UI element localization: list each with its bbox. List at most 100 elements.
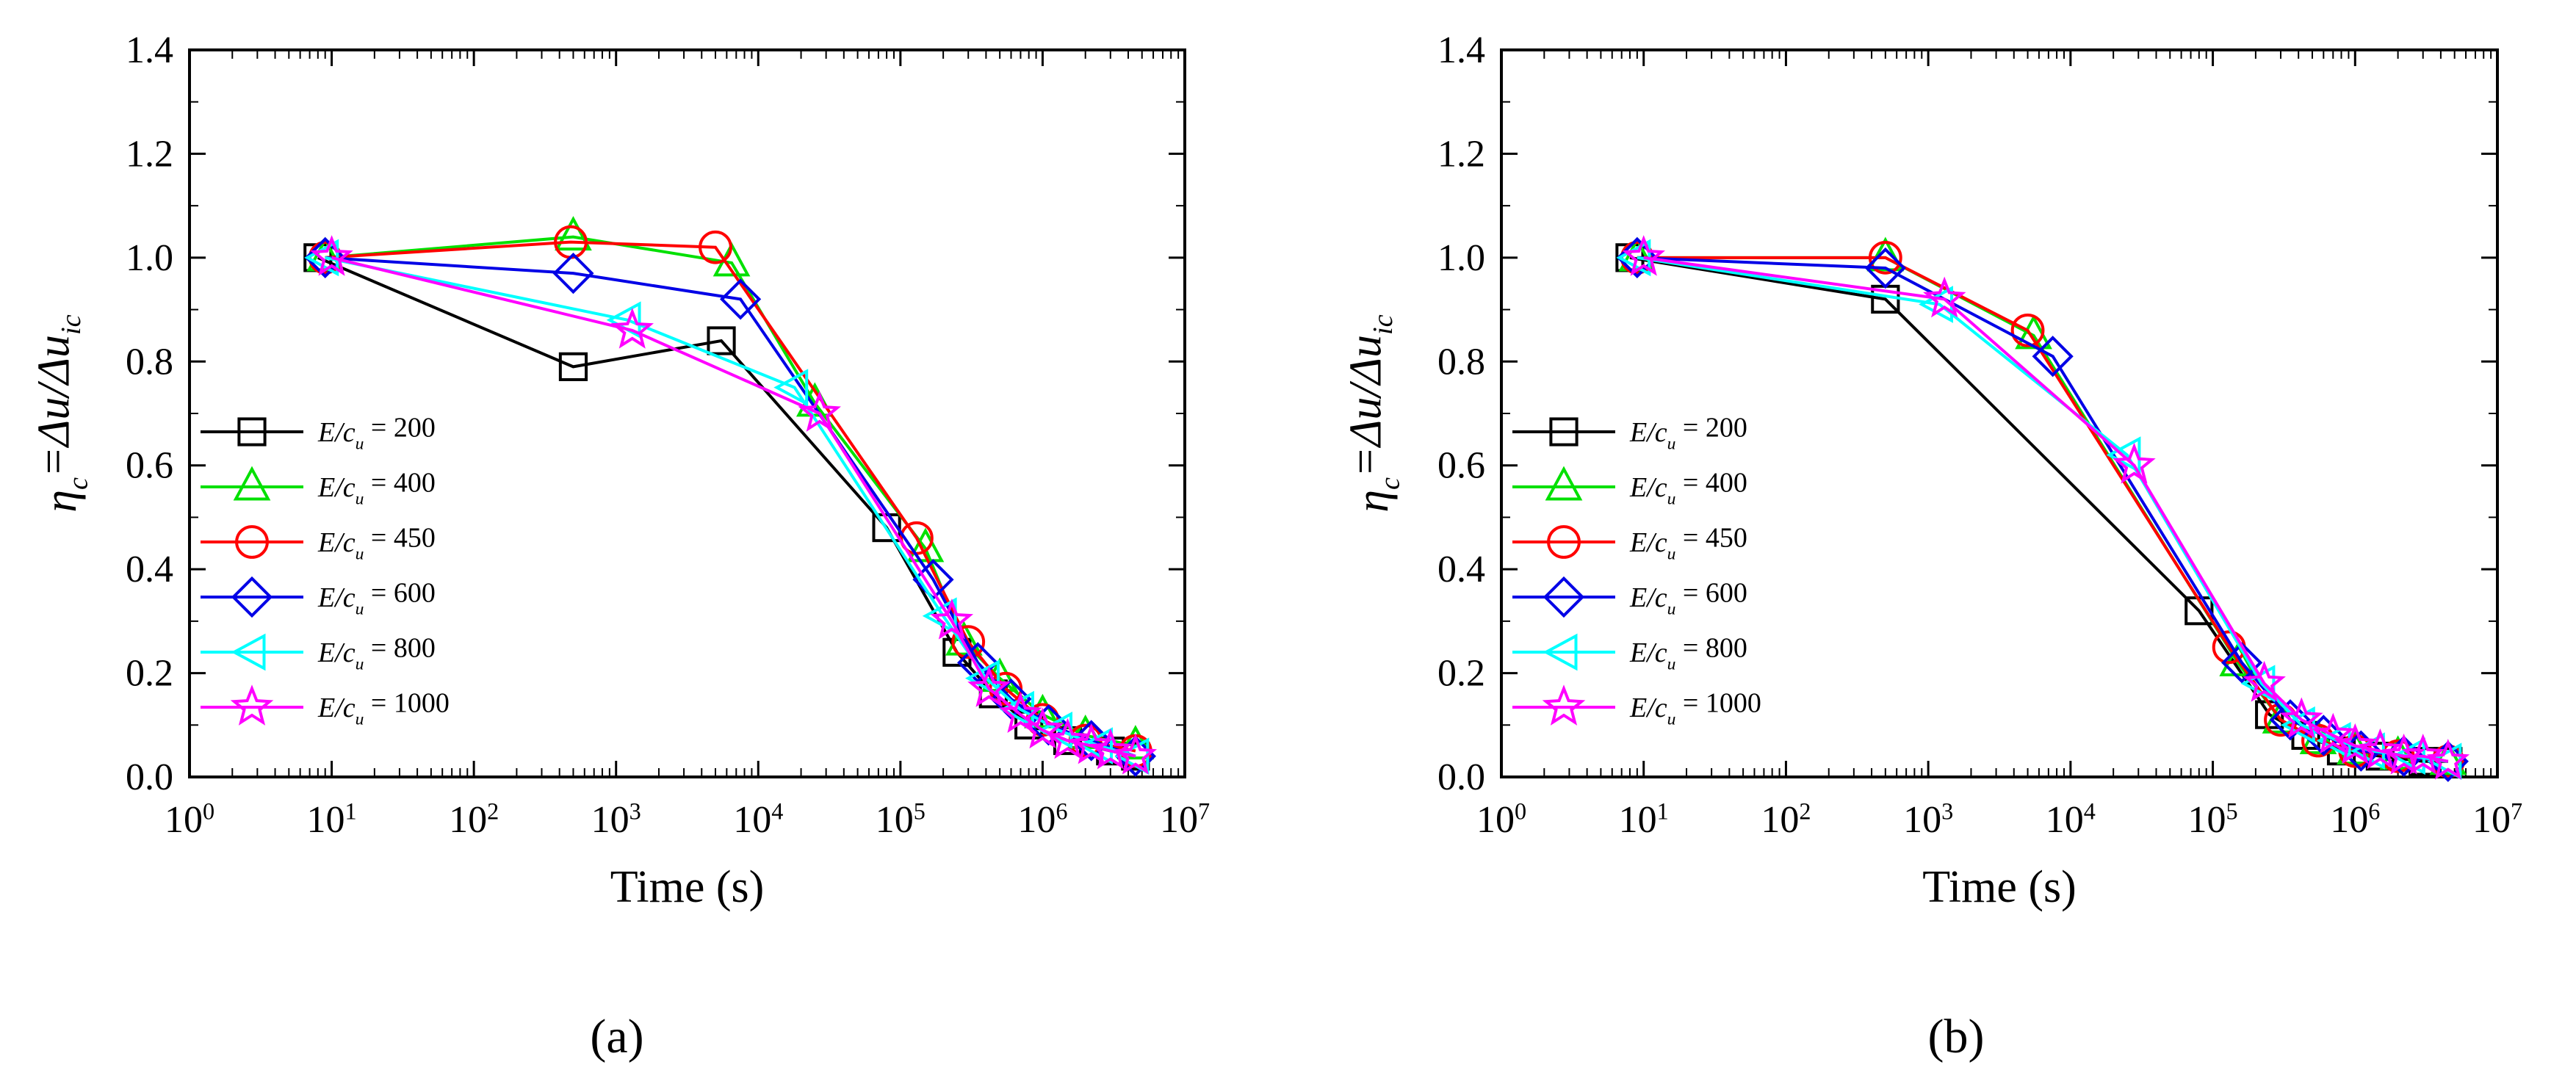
data-point-450 (951, 625, 986, 659)
legend-item-400: E/cu = 400 (1512, 466, 1747, 509)
data-point-1000 (2401, 733, 2445, 775)
x-tick-label: 100 (1476, 798, 1526, 841)
data-point-450 (699, 230, 732, 264)
legend-item-800: E/cu = 800 (1512, 633, 1747, 674)
data-point-400 (945, 621, 983, 656)
data-point-600 (552, 252, 594, 294)
data-point-1000 (2426, 739, 2470, 780)
data-point-1000 (310, 235, 353, 276)
y-tick-label: 1.0 (1437, 237, 1485, 279)
legend-marker (231, 576, 273, 618)
legend-item-1000: E/cu = 1000 (201, 684, 450, 729)
y-tick-label: 0.0 (126, 756, 173, 798)
x-tick-label: 101 (1619, 798, 1669, 841)
data-point-600 (719, 278, 762, 320)
x-tick-label: 104 (2046, 798, 2096, 841)
legend-marker (1545, 466, 1583, 501)
x-axis-label: Time (s) (610, 862, 765, 912)
y-tick-label: 0.2 (126, 653, 173, 695)
y-tick-label: 0.8 (1437, 341, 1485, 383)
data-point-1000 (1069, 723, 1113, 764)
y-tick-label: 0.4 (1437, 549, 1485, 590)
legend-marker (1549, 417, 1579, 446)
series-1000 (310, 235, 1158, 775)
y-tick-label: 1.4 (1437, 29, 1485, 71)
x-tick-label: 102 (449, 798, 499, 841)
y-axis-label: ηc=Δu/Δuic (1341, 314, 1406, 512)
panel-label-b: (b) (1928, 1010, 1985, 1063)
legend-marker (235, 525, 269, 559)
y-tick-label: 0.4 (126, 549, 173, 590)
legend-item-200: E/cu = 200 (201, 413, 436, 454)
data-point-1000 (999, 692, 1042, 734)
legend-item-600: E/cu = 600 (1512, 576, 1747, 619)
panel-label-a: (a) (590, 1010, 643, 1063)
data-point-1000 (930, 599, 974, 640)
legend-item-400: E/cu = 400 (201, 466, 436, 509)
x-tick-label: 105 (876, 798, 926, 841)
legend-label: E/cu = 200 (1629, 413, 1747, 454)
data-point-1000 (610, 308, 654, 349)
x-tick-label: 105 (2188, 798, 2238, 841)
legend-item-450: E/cu = 450 (201, 523, 436, 564)
legend-marker (1543, 576, 1585, 618)
x-tick-label: 100 (165, 798, 214, 841)
legend-marker (237, 417, 267, 446)
x-tick-label: 101 (307, 798, 357, 841)
legend-marker (1542, 684, 1586, 726)
y-tick-label: 1.2 (1437, 133, 1485, 175)
x-tick-label: 107 (2472, 798, 2522, 841)
x-tick-label: 107 (1160, 798, 1210, 841)
legend-label: E/cu = 1000 (1629, 688, 1761, 729)
data-point-400 (906, 527, 945, 563)
legend-item-200: E/cu = 200 (1512, 413, 1747, 454)
y-tick-label: 0.6 (1437, 445, 1485, 487)
data-point-600 (2032, 336, 2074, 377)
legend-marker (1547, 525, 1581, 559)
y-axis-label: ηc=Δu/Δuic (29, 314, 94, 512)
x-axis-label: Time (s) (1922, 862, 2077, 912)
y-tick-label: 1.2 (126, 133, 173, 175)
data-point-1000 (1021, 707, 1064, 749)
data-point-1000 (2359, 728, 2402, 770)
series-line-200 (1629, 256, 2448, 763)
legend-label: E/cu = 400 (1629, 468, 1747, 509)
x-tick-label: 104 (733, 798, 783, 841)
series-line-1000 (1643, 256, 2449, 763)
data-point-450 (1868, 240, 1902, 275)
data-point-400 (555, 216, 592, 251)
data-point-600 (2220, 642, 2263, 684)
x-tick-label: 103 (591, 798, 641, 841)
data-point-1000 (1089, 728, 1132, 770)
data-point-1000 (2312, 712, 2355, 754)
y-tick-label: 0.6 (126, 445, 173, 487)
chart-panel-b: 100 101 102 103 104 105 106 107 0.0 0.2 0.4 0.6 0.8 1… (1341, 29, 2522, 912)
data-point-1000 (2243, 660, 2286, 702)
legend-item-1000: E/cu = 1000 (1512, 684, 1761, 729)
data-point-600 (1864, 247, 1906, 289)
legend-label: E/cu = 200 (317, 413, 436, 454)
legend-marker (233, 466, 271, 501)
data-point-1000 (1622, 235, 1665, 276)
data-point-200 (872, 513, 901, 543)
legend-item-600: E/cu = 600 (201, 576, 436, 619)
data-point-1000 (2113, 442, 2156, 484)
legend-marker (1543, 633, 1578, 671)
legend-label: E/cu = 600 (317, 578, 436, 619)
legend-item-800: E/cu = 800 (201, 633, 436, 674)
legend-label: E/cu = 400 (317, 468, 436, 509)
chart-panel-a: 100 101 102 103 104 105 106 107 0.0 0.2 0.4 0.6 0.8 1… (29, 29, 1210, 912)
legend-label: E/cu = 450 (1629, 523, 1747, 564)
y-tick-label: 1.0 (126, 237, 173, 279)
data-point-400 (2219, 642, 2257, 676)
data-point-200 (707, 326, 736, 355)
data-point-800 (773, 369, 809, 406)
data-point-1000 (1114, 733, 1158, 775)
legend-label: E/cu = 1000 (317, 688, 450, 729)
legend-label: E/cu = 800 (317, 633, 436, 674)
y-tick-label: 0.8 (126, 341, 173, 383)
legend-label: E/cu = 800 (1629, 633, 1747, 674)
data-point-450 (2010, 313, 2045, 347)
data-point-1000 (2334, 723, 2377, 764)
